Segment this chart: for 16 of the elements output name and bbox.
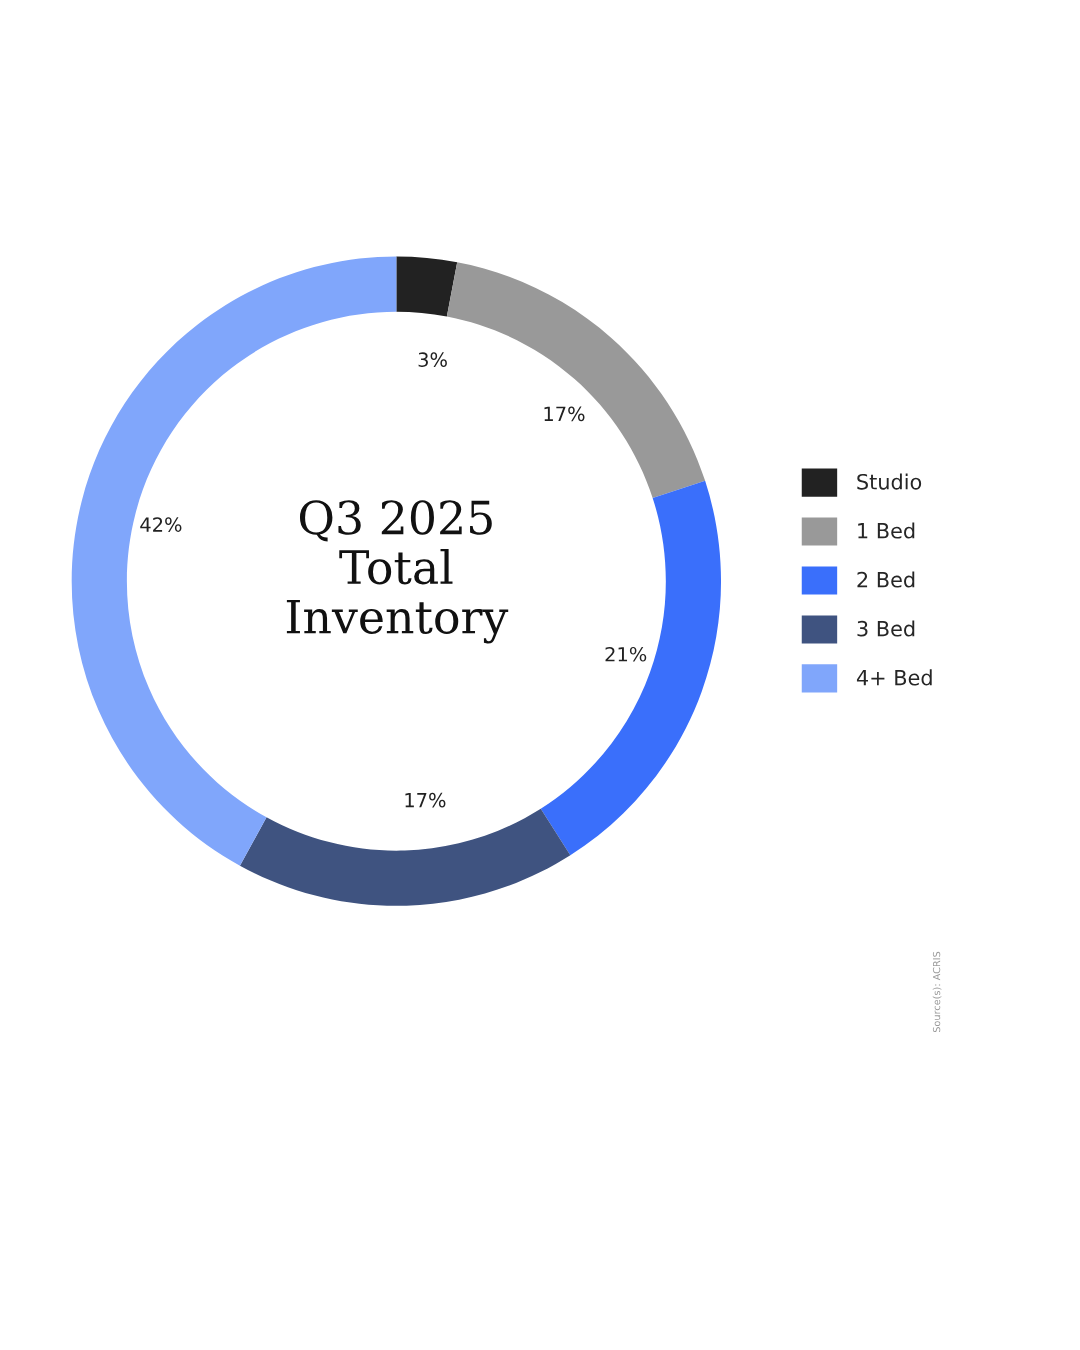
legend-label: 1 Bed xyxy=(858,522,915,539)
legend-label: 4+ Bed xyxy=(856,669,932,686)
donut-slice xyxy=(446,262,706,498)
data-label: 17% xyxy=(405,792,446,808)
data-label: 42% xyxy=(140,517,182,532)
text: Q3 2025 Total Inventory xyxy=(286,500,509,644)
legend-label: Studio xyxy=(857,473,922,490)
data-label: 3% xyxy=(418,352,447,368)
data-label: 17% xyxy=(544,406,585,422)
legend-label: 3 Bed xyxy=(857,620,915,637)
donut-slice xyxy=(396,256,458,317)
donut-slice xyxy=(540,480,721,856)
donut-slice xyxy=(239,808,571,906)
source-note: Source(s): ACRIS xyxy=(932,951,942,1033)
legend-label: 2 Bed xyxy=(857,571,915,588)
data-label: 21% xyxy=(605,646,647,662)
